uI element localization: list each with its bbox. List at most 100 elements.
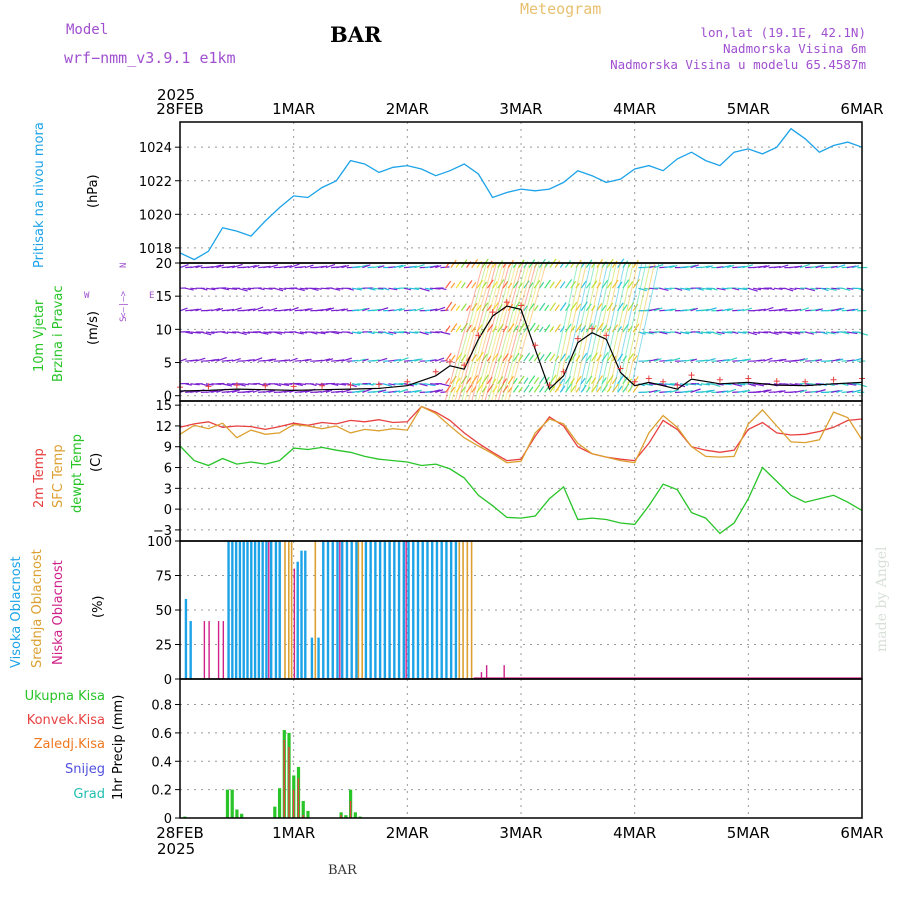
mid-cloud-bar: [466, 541, 469, 679]
low-cloud-title: Niska Oblacnost: [51, 560, 66, 665]
wind-barb: [200, 287, 208, 291]
wind-barb: [831, 358, 841, 362]
cloud-unit: (%): [91, 596, 106, 619]
wind-barb: [226, 308, 235, 312]
wind-barb: [237, 383, 246, 387]
pressure-unit: (hPa): [86, 174, 101, 208]
wind-barb: [440, 287, 447, 291]
wind-barb: [737, 331, 747, 334]
wind-title-1: 10m Vjetar: [32, 299, 47, 372]
total-precip-bar: [273, 806, 277, 818]
wind-barb: [362, 358, 369, 362]
wind-barb: [711, 383, 721, 388]
y-tick-label: 9: [164, 441, 172, 456]
high-cloud-bar: [350, 541, 353, 679]
wind-barb: [231, 263, 243, 269]
wind-barb: [330, 331, 340, 335]
total-precip-bar: [225, 789, 230, 818]
wind-storm-band: [578, 262, 609, 392]
wind-barb: [460, 282, 466, 289]
wind-barb: [559, 281, 566, 289]
wind-barb: [805, 287, 816, 292]
wind-barb: [685, 264, 697, 269]
wind-barb: [190, 287, 197, 290]
high-cloud-bar: [388, 541, 391, 679]
wind-barb: [330, 383, 339, 386]
wind-barb: [773, 265, 781, 269]
wind-barb: [247, 358, 255, 362]
wind-storm-band: [600, 262, 630, 392]
wind-barb: [763, 306, 774, 312]
high-cloud-bar: [449, 541, 453, 679]
high-cloud-bar: [189, 621, 192, 679]
wind-barb: [820, 331, 828, 335]
wind-barb: [299, 287, 308, 290]
wind-barb: [737, 265, 746, 269]
wind-barb: [429, 389, 441, 393]
wind-barb: [533, 305, 539, 312]
wind-barb: [669, 308, 677, 312]
wind-barb: [242, 266, 249, 269]
wind-barb: [445, 280, 452, 289]
wind-barb: [836, 264, 846, 269]
wind-barb: [268, 358, 277, 362]
wind-barb: [533, 324, 540, 333]
wind-barb: [336, 287, 344, 290]
high-cloud-bar: [431, 541, 434, 679]
wind-barb: [523, 352, 531, 362]
wind-storm-band: [561, 262, 592, 392]
wind-barb: [648, 265, 656, 269]
mid-cloud-bar: [314, 541, 317, 679]
wind-barb: [263, 308, 270, 312]
wind-barb: [538, 281, 545, 289]
wind-barb: [231, 389, 240, 393]
wind-barb: [518, 375, 525, 385]
wind-barb: [565, 383, 573, 393]
wind-barb: [653, 358, 662, 362]
wind-barb: [799, 389, 808, 393]
wind-barb: [356, 358, 366, 362]
wind-barb: [455, 280, 462, 289]
wind-barb: [601, 279, 609, 289]
y-tick-label: 6: [164, 462, 172, 477]
wind-barb: [226, 265, 236, 269]
high-cloud-bar: [253, 541, 257, 679]
wind-storm-band: [574, 262, 604, 392]
panel-frame: [179, 540, 863, 680]
wind-barb: [549, 302, 556, 312]
wind-barb: [320, 358, 331, 362]
total-precip-bar: [306, 810, 310, 818]
wind-barb: [356, 389, 365, 393]
high-cloud-bar: [402, 541, 405, 679]
wind-barb: [758, 265, 767, 269]
wind-barb: [664, 308, 674, 312]
wind-barb: [185, 331, 193, 335]
wind-storm-band: [448, 262, 487, 402]
wind-barb: [846, 287, 854, 290]
wind-barb: [284, 287, 295, 290]
wind-barb: [205, 331, 215, 334]
high-cloud-bar: [336, 541, 339, 679]
mid-cloud-bar: [290, 541, 293, 679]
wind-barb: [367, 331, 375, 335]
wind-barb: [857, 287, 865, 291]
high-cloud-bar: [326, 541, 330, 679]
wind-barb: [523, 384, 530, 393]
high-cloud-bar: [246, 541, 249, 679]
wind-barb: [659, 331, 668, 335]
wind-barb: [747, 383, 756, 387]
wind-barbs-group: [179, 258, 868, 402]
high-cloud-bar: [250, 541, 253, 679]
wind-barb: [763, 357, 773, 362]
wind-barb: [836, 389, 843, 393]
wind-barb: [528, 375, 536, 385]
wind-barb: [252, 264, 260, 269]
wind-barb: [747, 331, 757, 336]
wind-barb: [690, 307, 698, 312]
wind-barb: [393, 358, 402, 362]
wind-barb: [440, 266, 450, 269]
high-cloud-bar: [426, 541, 429, 679]
high-cloud-bar: [345, 541, 349, 679]
y-tick-label: 1020: [139, 208, 172, 223]
wind-barb: [664, 331, 671, 334]
